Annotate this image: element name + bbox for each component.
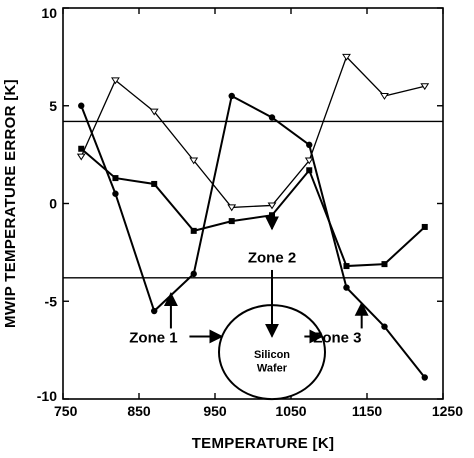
y-tick-label: 5 (49, 98, 57, 114)
data-point (151, 180, 158, 187)
data-point (421, 374, 428, 381)
wafer-label-silicon: Silicon (254, 349, 290, 361)
x-tick-label: 950 (203, 403, 227, 419)
x-tick-label: 850 (127, 403, 151, 419)
y-tick-label: 10 (41, 5, 57, 21)
data-point (190, 270, 197, 278)
data-point (78, 145, 85, 152)
x-tick-label: 750 (54, 403, 78, 419)
data-point (149, 108, 159, 116)
data-point (380, 92, 389, 100)
data-point (269, 212, 275, 219)
y-tick-label: 0 (49, 196, 57, 212)
data-point (343, 263, 350, 270)
series-line (80, 148, 426, 268)
data-point (111, 77, 120, 85)
data-point (306, 167, 313, 174)
data-point (112, 175, 119, 182)
data-point (381, 323, 388, 330)
data-point (306, 141, 313, 149)
x-tick-label: 1250 (432, 403, 463, 419)
data-point (189, 157, 199, 165)
y-axis: 10 5 0 -5 -10 (37, 5, 443, 404)
data-point (228, 92, 235, 100)
y-tick-label: -5 (45, 293, 58, 309)
data-point (228, 218, 235, 225)
data-point (421, 223, 428, 230)
y-axis-title: MWIP TEMPERATURE ERROR [K] (2, 79, 19, 328)
x-tick-label: 1050 (275, 403, 306, 419)
series-1 (76, 53, 430, 212)
data-point (343, 284, 350, 291)
x-axis-title: TEMPERATURE [K] (192, 435, 335, 452)
series-line (80, 55, 425, 209)
data-point (76, 153, 86, 161)
data-point (342, 53, 351, 61)
data-point (268, 114, 276, 121)
annotation-zone-2: Zone 2 (248, 249, 296, 266)
x-axis: 750 850 950 1050 1150 1250 (54, 8, 463, 419)
data-point (267, 202, 277, 210)
annotation-zone-1: Zone 1 (129, 329, 177, 346)
data-point (190, 227, 197, 234)
annotation-zone-3: Zone 3 (313, 329, 361, 346)
data-point (304, 157, 314, 165)
y-tick-label: -10 (37, 388, 57, 404)
wafer-label-wafer: Wafer (257, 363, 288, 375)
data-point (151, 307, 158, 315)
data-point (78, 102, 85, 109)
data-point (381, 261, 388, 268)
data-point (112, 190, 119, 197)
series-2 (78, 145, 428, 270)
data-point (227, 204, 237, 212)
data-point (420, 83, 430, 91)
x-tick-label: 1150 (352, 403, 383, 419)
